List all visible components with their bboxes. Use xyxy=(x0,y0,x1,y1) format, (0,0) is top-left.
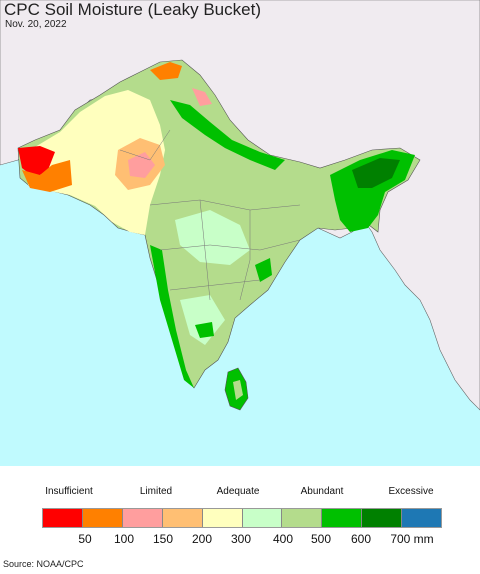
region-north-orange-east xyxy=(192,88,212,106)
legend-swatch-8 xyxy=(322,509,363,527)
region-north-orange xyxy=(150,62,182,80)
region-insufficient xyxy=(18,146,55,178)
legend-swatch-10 xyxy=(402,509,442,527)
map-date: Nov. 20, 2022 xyxy=(5,19,67,30)
region-northeast-darkgreen xyxy=(352,158,400,188)
soil-moisture-map xyxy=(0,0,480,466)
region-orange-coast xyxy=(22,160,72,192)
legend-tick: 50 xyxy=(78,532,92,546)
legend-tick: 150 xyxy=(152,532,174,546)
legend-swatch-2 xyxy=(82,509,123,527)
legend-swatch-3 xyxy=(122,509,163,527)
legend-tick: 500 xyxy=(310,532,332,546)
legend-tick: 400 xyxy=(272,532,294,546)
legend-label-adequate: Adequate xyxy=(216,486,260,497)
legend-tick: 600 xyxy=(350,532,372,546)
region-eastcoast-green xyxy=(255,258,272,282)
legend-tick: 100 xyxy=(113,532,135,546)
region-central-lightgreen xyxy=(175,210,250,265)
sri-lanka-core xyxy=(233,380,243,400)
legend-tick: 300 xyxy=(230,532,252,546)
legend-swatch-4 xyxy=(162,509,203,527)
region-south-lightgreen xyxy=(180,295,225,345)
legend-swatch-5 xyxy=(202,509,243,527)
region-dry-west xyxy=(28,90,165,235)
region-westcoast-green xyxy=(150,245,194,388)
region-tn-green xyxy=(195,322,214,338)
map-title: CPC Soil Moisture (Leaky Bucket) xyxy=(4,0,261,19)
legend-tick: 200 xyxy=(191,532,213,546)
legend-swatch-7 xyxy=(282,509,323,527)
legend-label-abundant: Abundant xyxy=(300,486,344,497)
legend-tick: 700 mm xyxy=(390,532,434,546)
legend-color-bar xyxy=(42,508,442,528)
legend-label-excessive: Excessive xyxy=(388,486,434,497)
legend: Insufficient Limited Adequate Abundant E… xyxy=(0,486,480,556)
source-credit: Source: NOAA/CPC xyxy=(3,559,84,569)
legend-swatch-9 xyxy=(362,509,403,527)
state-borders xyxy=(119,129,301,301)
region-himalaya-green xyxy=(170,100,285,170)
legend-label-limited: Limited xyxy=(139,486,173,497)
legend-label-insufficient: Insufficient xyxy=(45,486,93,497)
region-limited-pink xyxy=(128,152,155,178)
legend-swatch-6 xyxy=(242,509,283,527)
legend-swatch-1 xyxy=(43,509,83,527)
